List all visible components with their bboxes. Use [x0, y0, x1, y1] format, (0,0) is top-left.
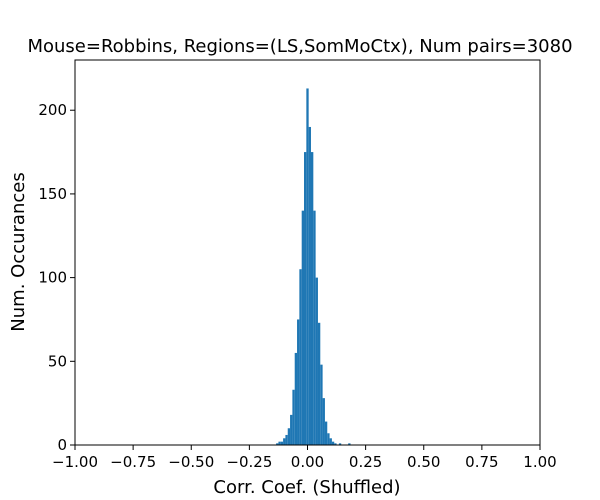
histogram-bar — [292, 389, 295, 445]
histogram-bar — [304, 152, 307, 445]
histogram-bar — [306, 88, 309, 446]
histogram-bar — [283, 438, 286, 445]
y-tick-label: 200 — [38, 101, 67, 119]
x-tick-label: −0.25 — [226, 453, 272, 471]
x-tick-label: 0.00 — [291, 453, 324, 471]
histogram-bar — [322, 398, 325, 445]
histogram-bar — [280, 441, 284, 445]
y-tick-label: 100 — [38, 269, 67, 287]
histogram-bars — [276, 88, 351, 446]
histogram-bar — [320, 364, 323, 445]
histogram-bar — [317, 322, 321, 445]
histogram-bar — [329, 438, 332, 445]
histogram-bar — [276, 443, 279, 445]
histogram-bar — [334, 443, 337, 445]
histogram-bar — [313, 210, 316, 445]
y-tick-label: 150 — [38, 185, 67, 203]
histogram-bar — [294, 352, 298, 445]
histogram-bar — [310, 152, 314, 445]
y-axis-ticks: 0 50 100 150 200 — [38, 101, 75, 454]
x-tick-label: 0.75 — [465, 453, 498, 471]
x-tick-label: 1.00 — [523, 453, 556, 471]
histogram-bar — [299, 269, 302, 445]
histogram-bar — [301, 210, 305, 445]
histogram-bar — [315, 277, 318, 445]
x-tick-label: −0.75 — [110, 453, 156, 471]
x-axis-ticks: −1.00 −0.75 −0.50 −0.25 0.00 0.25 0.50 0.75 1.00 — [52, 445, 557, 471]
y-axis-label: Num. Occurances — [8, 172, 29, 331]
histogram-bar — [290, 414, 293, 445]
histogram-bar — [324, 421, 328, 445]
y-tick-label: 0 — [57, 436, 67, 454]
histogram-bar — [331, 441, 335, 445]
plot-frame — [74, 59, 541, 446]
histogram-bar — [308, 126, 311, 446]
histogram-bar — [327, 433, 330, 445]
x-tick-label: 0.25 — [349, 453, 382, 471]
histogram-bar — [278, 441, 281, 445]
y-tick-label: 50 — [48, 352, 67, 370]
x-axis-label: Corr. Coef. (Shuffled) — [213, 477, 400, 498]
x-tick-label: 0.50 — [407, 453, 440, 471]
x-tick-label: −1.00 — [52, 453, 98, 471]
histogram-bar — [348, 443, 351, 445]
chart-title: Mouse=Robbins, Regions=(LS,SomMoCtx), Nu… — [27, 36, 572, 57]
histogram-bar — [297, 319, 300, 445]
histogram-bar — [285, 434, 288, 445]
histogram-bar — [338, 443, 342, 445]
histogram-bar — [287, 428, 291, 445]
x-tick-label: −0.50 — [168, 453, 214, 471]
